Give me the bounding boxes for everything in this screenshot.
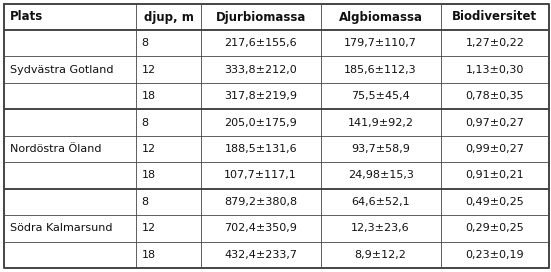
Text: 12: 12 (142, 223, 155, 233)
Text: 18: 18 (142, 250, 155, 260)
Text: 107,7±117,1: 107,7±117,1 (224, 171, 297, 180)
Text: Södra Kalmarsund: Södra Kalmarsund (10, 223, 112, 233)
Text: 879,2±380,8: 879,2±380,8 (224, 197, 297, 207)
Text: 0,97±0,27: 0,97±0,27 (466, 118, 524, 128)
Text: 18: 18 (142, 171, 155, 180)
Text: 179,7±110,7: 179,7±110,7 (344, 38, 417, 48)
Text: 1,27±0,22: 1,27±0,22 (466, 38, 524, 48)
Text: 12,3±23,6: 12,3±23,6 (352, 223, 410, 233)
Text: 0,23±0,19: 0,23±0,19 (466, 250, 524, 260)
Text: 1,13±0,30: 1,13±0,30 (466, 65, 524, 75)
Text: 333,8±212,0: 333,8±212,0 (224, 65, 297, 75)
Text: 0,49±0,25: 0,49±0,25 (466, 197, 524, 207)
Text: 93,7±58,9: 93,7±58,9 (351, 144, 410, 154)
Text: Algbiomassa: Algbiomassa (339, 11, 423, 23)
Text: 12: 12 (142, 144, 155, 154)
Text: Plats: Plats (10, 11, 43, 23)
Text: Djurbiomassa: Djurbiomassa (215, 11, 306, 23)
Text: 0,78±0,35: 0,78±0,35 (466, 91, 524, 101)
Text: 24,98±15,3: 24,98±15,3 (348, 171, 414, 180)
Text: 432,4±233,7: 432,4±233,7 (224, 250, 297, 260)
Text: 75,5±45,4: 75,5±45,4 (351, 91, 410, 101)
Text: Sydvästra Gotland: Sydvästra Gotland (10, 65, 114, 75)
Text: 141,9±92,2: 141,9±92,2 (348, 118, 414, 128)
Text: 64,6±52,1: 64,6±52,1 (352, 197, 410, 207)
Text: 217,6±155,6: 217,6±155,6 (224, 38, 297, 48)
Text: 185,6±112,3: 185,6±112,3 (344, 65, 417, 75)
Text: Nordöstra Öland: Nordöstra Öland (10, 144, 101, 154)
Text: 18: 18 (142, 91, 155, 101)
Text: 0,91±0,21: 0,91±0,21 (466, 171, 524, 180)
Text: 317,8±219,9: 317,8±219,9 (224, 91, 297, 101)
Text: Biodiversitet: Biodiversitet (452, 11, 537, 23)
Text: 188,5±131,6: 188,5±131,6 (224, 144, 297, 154)
Text: djup, m: djup, m (144, 11, 193, 23)
Text: 8: 8 (142, 197, 149, 207)
Text: 0,99±0,27: 0,99±0,27 (466, 144, 524, 154)
Text: 0,29±0,25: 0,29±0,25 (466, 223, 524, 233)
Text: 702,4±350,9: 702,4±350,9 (224, 223, 297, 233)
Text: 8: 8 (142, 38, 149, 48)
Text: 8: 8 (142, 118, 149, 128)
Text: 12: 12 (142, 65, 155, 75)
Text: 8,9±12,2: 8,9±12,2 (355, 250, 407, 260)
Text: 205,0±175,9: 205,0±175,9 (224, 118, 297, 128)
